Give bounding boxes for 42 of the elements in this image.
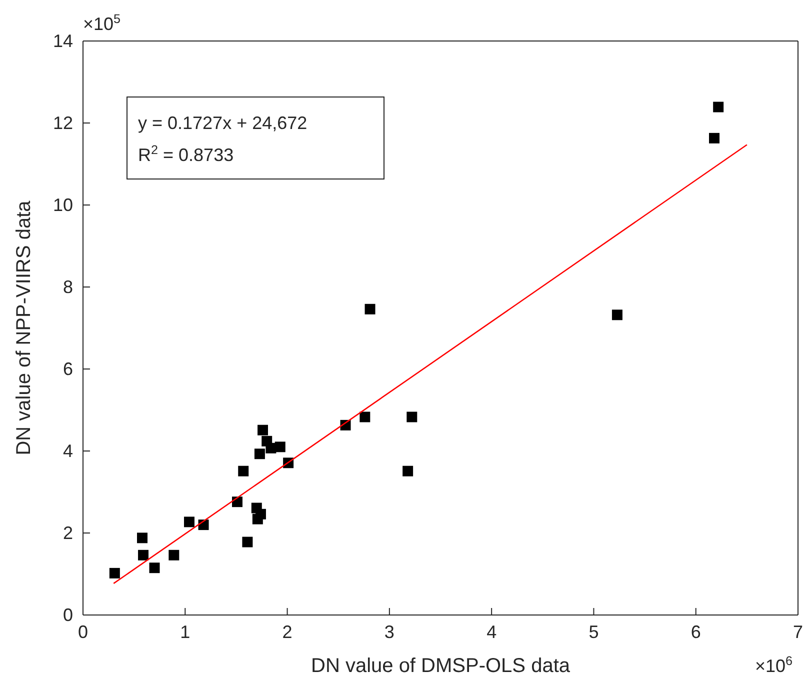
annotation: R$^{2}$ = 0.8733 [138, 143, 234, 165]
point [258, 424, 268, 436]
y-tick-label: 12 [52, 112, 73, 133]
point [612, 310, 622, 320]
point [242, 536, 253, 548]
point [402, 466, 414, 476]
point [238, 466, 249, 476]
point [137, 532, 148, 544]
x-tick-label: 4 [486, 622, 497, 642]
point [364, 304, 376, 314]
point [138, 550, 149, 560]
x-tick-label: 7 [792, 622, 804, 642]
y-tick-label: 6 [62, 358, 73, 379]
x-tick-label: 3 [384, 622, 394, 642]
y-tick-label: 8 [62, 276, 73, 297]
point [255, 508, 266, 520]
x-tick-label: 0 [78, 622, 88, 642]
annotation: y = 0.1727x + 24,672 [138, 113, 308, 133]
y-tick-label: 14 [52, 30, 73, 51]
point [274, 442, 286, 452]
text: ×10$^{6}$ [755, 654, 793, 676]
y-tick-label: 2 [62, 522, 73, 543]
point [406, 412, 418, 422]
y-tick-label: 10 [52, 194, 73, 215]
point [713, 102, 724, 112]
y-tick-label: 4 [62, 440, 73, 461]
point [149, 562, 160, 574]
point [709, 132, 720, 144]
y-tick-label: 0 [62, 604, 73, 625]
point [266, 442, 276, 454]
point [254, 448, 265, 460]
y-axis-title: DN value of NPP-VIIRS data [13, 200, 35, 456]
x-tick-label: 2 [282, 622, 292, 642]
x-tick-label: 1 [180, 622, 190, 642]
point [168, 550, 180, 560]
x-axis-title: DN value of DMSP-OLS data [311, 655, 571, 677]
point [109, 568, 120, 578]
text: ×10$^{5}$ [83, 12, 121, 34]
x-tick-label: 5 [588, 622, 599, 642]
point [184, 516, 194, 528]
x-tick-label: 6 [690, 622, 701, 642]
point [360, 412, 370, 422]
